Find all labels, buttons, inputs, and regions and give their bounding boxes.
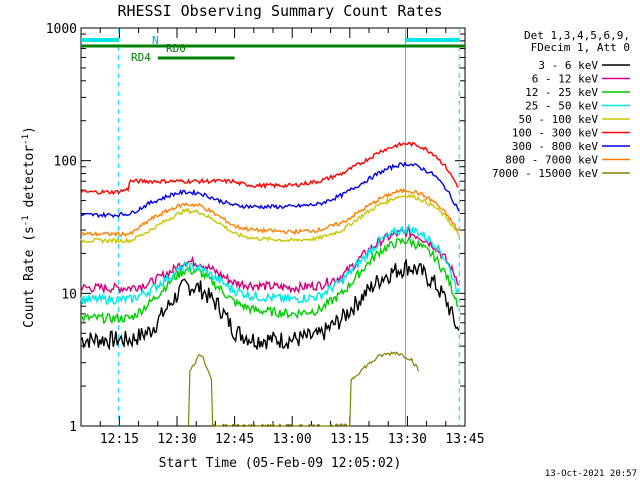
series-line (80, 141, 459, 196)
chart-title: RHESSI Observing Summary Count Rates (117, 2, 442, 20)
y-axis-label: Count Rate (s-1 detector-1) (21, 126, 37, 328)
legend-label: 12 - 25 keV (525, 86, 598, 99)
series-trace (80, 223, 460, 305)
series-line (80, 235, 459, 325)
y-tick-label: 1000 (46, 22, 77, 37)
legend-label: 800 - 7000 keV (505, 154, 598, 167)
legend-label: 50 - 100 keV (519, 113, 599, 126)
series-trace (80, 141, 459, 196)
x-tick-label: 13:15 (330, 432, 369, 447)
series-trace (80, 187, 460, 238)
legend-label: 7000 - 15000 keV (492, 167, 598, 180)
series-trace (80, 193, 460, 245)
x-tick-label: 13:00 (273, 432, 312, 447)
series-line (80, 258, 460, 351)
series-trace (187, 351, 419, 428)
legend-label: 3 - 6 keV (538, 59, 598, 72)
series-line (80, 161, 460, 219)
series-line (80, 223, 460, 305)
data-series (80, 141, 460, 428)
legend-header-line-2: FDecim 1, Att 0 (531, 41, 630, 54)
n-marker-label: N (152, 34, 159, 47)
legend: Det 1,3,4,5,6,9, FDecim 1, Att 0 3 - 6 k… (492, 29, 630, 180)
legend-header-line-1: Det 1,3,4,5,6,9, (524, 29, 630, 42)
series-trace (80, 235, 459, 325)
legend-label: 25 - 50 keV (525, 100, 598, 113)
x-axis-label: Start Time (05-Feb-09 12:05:02) (159, 456, 402, 471)
series-trace (80, 258, 460, 351)
legend-label: 6 - 12 keV (532, 73, 599, 86)
x-tick-label: 13:45 (445, 432, 484, 447)
series-line (80, 193, 460, 245)
time-markers (81, 28, 465, 426)
y-tick-label: 1 (69, 420, 77, 435)
generated-timestamp: 13-Oct-2021 20:57 (545, 469, 637, 479)
series-trace (80, 161, 460, 219)
series-line (187, 351, 419, 428)
x-tick-label: 12:30 (157, 432, 196, 447)
y-tick-label: 100 (54, 155, 77, 170)
x-tick-label: 12:45 (215, 432, 254, 447)
axis-ticks: 12:15 12:30 12:45 13:00 13:15 13:30 13:45 1 10 10… (46, 22, 485, 447)
x-tick-label: 12:15 (100, 432, 139, 447)
rd4-label: RD4 (131, 51, 151, 64)
series-line (80, 187, 460, 238)
legend-label: 100 - 300 keV (512, 127, 598, 140)
y-tick-label: 10 (61, 287, 77, 302)
legend-label: 300 - 800 keV (512, 140, 598, 153)
x-tick-label: 13:30 (388, 432, 427, 447)
rd0-label: RD0 (166, 42, 186, 55)
